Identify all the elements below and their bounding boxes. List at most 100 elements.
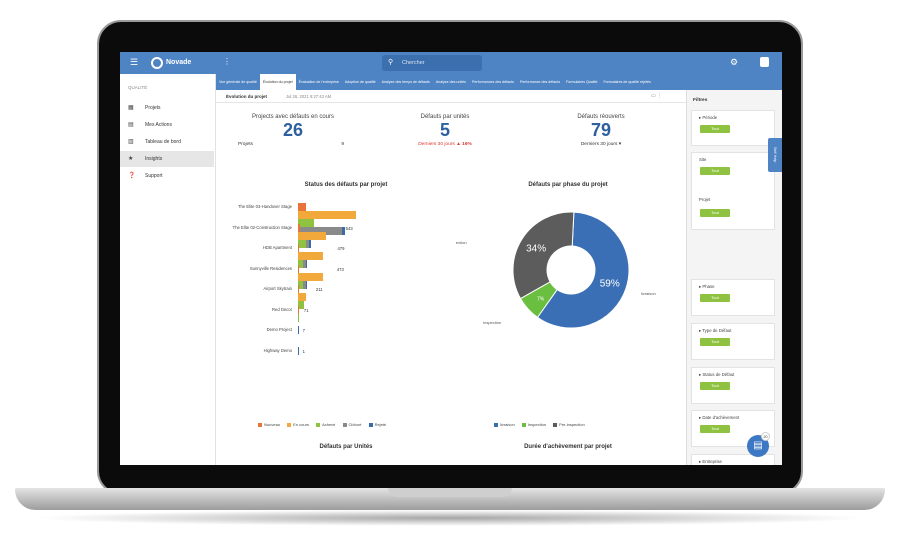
- notification-badge: 20: [761, 432, 770, 441]
- project-label: Sunnyville Residences: [249, 265, 292, 271]
- tab-formulaires-qualite[interactable]: Formulaires Qualité: [566, 80, 598, 84]
- sidebar-item-mes-actions[interactable]: ▤ Mes Actions: [120, 117, 214, 133]
- sidebar-item-tableau-de-bord[interactable]: ▥ Tableau de bord: [120, 134, 214, 150]
- dashboard-icon: ▥: [128, 139, 134, 145]
- tab-evolution-projet[interactable]: Évolution du projet: [259, 74, 296, 90]
- bar-segment-encours: [298, 293, 306, 301]
- sidebar-section-label: QUALITÉ: [128, 85, 148, 90]
- filter-site[interactable]: Site Tout Projet Tout: [691, 152, 775, 230]
- filter-tout-chip[interactable]: Tout: [700, 125, 730, 133]
- bar-segment-achev: [298, 301, 304, 309]
- bar-segment-encours: [298, 211, 357, 219]
- kpi-sub-value: 16%: [462, 142, 472, 147]
- page-controls-icon[interactable]: ▭ ⋮: [651, 93, 663, 99]
- page-date: Jul 26, 2021 9:27:43 AM: [286, 94, 332, 99]
- filter-tout-chip[interactable]: Tout: [700, 382, 730, 390]
- kpi-reopened: Défauts réouverts 79 Derniers 30 jours ▾: [556, 114, 646, 147]
- filter-p-riode[interactable]: ▸ Période Tout: [691, 110, 775, 146]
- filters-panel: Filtres ▸ Période Tout Site Tout Projet Tout ▸…: [686, 90, 782, 465]
- novade-logo-icon: [151, 57, 163, 69]
- tab-analyse-unites[interactable]: Analyse des unités: [435, 80, 466, 84]
- bar-segment-achev: [298, 313, 300, 322]
- bar-segment-nouveau: [298, 305, 299, 314]
- duration-chart-title: Durée d'achèvement par projet: [524, 444, 612, 450]
- sidebar-item-label: Mes Actions: [145, 122, 172, 128]
- status-chart-title: Status des défauts par projet: [304, 182, 388, 188]
- stacked-bar: [298, 244, 324, 268]
- legend-label: Nouveau: [264, 422, 281, 427]
- user-icon[interactable]: [760, 57, 769, 67]
- report-tabs: Vue générale de qualité Évolution du proj…: [216, 74, 782, 90]
- bar-segment-nouveau: [298, 203, 306, 211]
- filter-tout-chip[interactable]: Tout: [700, 294, 730, 302]
- bar-segment-achev: [298, 260, 304, 268]
- stacked-bar: [298, 285, 306, 309]
- bar-segment-cltur: [303, 280, 306, 289]
- search-input[interactable]: Chercher: [402, 60, 425, 66]
- more-vertical-icon[interactable]: ⋮: [223, 57, 231, 66]
- sidebar: QUALITÉ ▦ Projets ▤ Mes Actions ▥ Tableau d…: [120, 74, 216, 465]
- hamburger-menu-icon[interactable]: ☰: [130, 57, 139, 67]
- pie-slice-label: Inspection: [483, 320, 501, 325]
- bar-segment-rejet: [298, 346, 299, 355]
- tab-adoption-qualite[interactable]: Adoption de qualité: [344, 80, 376, 84]
- legend-swatch: [258, 422, 262, 427]
- filter-tout-chip[interactable]: Tout: [700, 167, 730, 175]
- page-header: Évolution du projet Jul 26, 2021 9:27:43…: [216, 90, 686, 103]
- tab-formulaires-rejetes[interactable]: Formulaires de qualité rejetés: [603, 80, 651, 84]
- bar-value-label: 7: [302, 328, 305, 333]
- pie-value-label: 7%: [537, 297, 545, 303]
- sidebar-item-support[interactable]: ❓ Support: [120, 168, 214, 184]
- kpi-sub-label: Derniers 30 jours: [418, 142, 455, 147]
- project-label: Airport Skytrain: [263, 286, 292, 291]
- stacked-bar: [298, 326, 299, 334]
- bar-segment-encours: [298, 272, 324, 281]
- tab-performances-defauts[interactable]: Performances des défauts: [471, 80, 514, 84]
- kpi-sub[interactable]: Derniers 30 jours ▾: [556, 142, 646, 147]
- filter-type-de-d-faut[interactable]: ▸ Type de Défaut Tout: [691, 323, 775, 360]
- pie-slice-label: livraison: [641, 291, 656, 296]
- tab-vue-generale[interactable]: Vue générale de qualité: [219, 80, 257, 84]
- filter-tout-chip[interactable]: Tout: [700, 425, 730, 433]
- sidebar-item-label: Support: [145, 173, 163, 179]
- filter-status-de-d-faut[interactable]: ▸ Status de Défaut Tout: [691, 367, 775, 404]
- bar-segment-nouveau: [298, 264, 300, 273]
- pie-slice-label: Pre-inspection: [456, 240, 467, 245]
- phase-chart-title: Défauts par phase du projet: [528, 182, 608, 188]
- legend-swatch: [316, 422, 321, 427]
- laptop-shadow: [30, 510, 870, 526]
- filter-label: ▸ Date d'achèvement: [699, 415, 740, 420]
- bar-value-label: 473: [336, 266, 344, 272]
- sidebar-item-projets[interactable]: ▦ Projets: [120, 100, 214, 116]
- kpi-projects: Projects avec défauts en cours 26 Projet…: [238, 114, 348, 147]
- star-icon: ★: [128, 156, 134, 162]
- filter-label: ▸ Phase: [699, 284, 715, 289]
- filter-label: ▸ Période: [699, 115, 718, 120]
- kpi-label: Défauts réouverts: [577, 114, 625, 120]
- app-screen: ☰ Novade ⋮ ⚲ Chercher ⚙ QUALITÉ ▦ Projets…: [120, 52, 782, 465]
- tab-performance-defauts[interactable]: Performance des défauts: [519, 80, 561, 84]
- stacked-bar: [298, 223, 327, 248]
- filter-phase[interactable]: ▸ Phase Tout: [691, 279, 775, 316]
- self-help-tab[interactable]: Self Help: [768, 138, 782, 172]
- filter-tout-chip[interactable]: Tout: [700, 338, 730, 346]
- tab-analyse-temps[interactable]: Analyse des temps de défauts: [381, 80, 430, 84]
- kpi-sub-label: Derniers 30 jours: [580, 142, 618, 147]
- top-bar: ☰ Novade ⋮ ⚲ Chercher ⚙: [120, 52, 782, 74]
- tab-evaluation-entreprise[interactable]: Évaluation de l'entreprise: [298, 80, 339, 84]
- arrow-up-icon: ▲: [456, 142, 461, 147]
- building-icon: ▦: [128, 105, 134, 111]
- bar-segment-cltur: [298, 227, 343, 235]
- filter-entreprise[interactable]: ▸ EntrepriseTout: [691, 454, 775, 465]
- search-box[interactable]: ⚲ Chercher: [382, 55, 482, 71]
- filter-tout-chip[interactable]: Tout: [700, 209, 730, 217]
- page-title: Évolution du projet: [226, 94, 267, 99]
- sidebar-item-insights[interactable]: ★ Insights: [120, 151, 214, 167]
- units-chart-title: Défauts par Unités: [319, 444, 373, 450]
- legend-label: Inspection: [527, 422, 547, 427]
- bar-value-label: 211: [315, 287, 323, 292]
- chat-fab-button[interactable]: ▤ 20: [747, 432, 770, 457]
- gear-icon[interactable]: ⚙: [730, 57, 739, 67]
- pie-value-label: 59%: [600, 278, 620, 289]
